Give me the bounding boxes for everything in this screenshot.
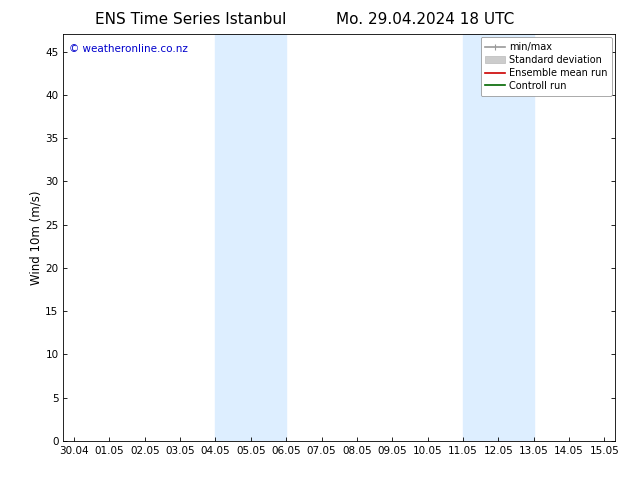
Y-axis label: Wind 10m (m/s): Wind 10m (m/s) (30, 191, 42, 285)
Bar (463, 34, 534, 441)
Text: ENS Time Series Istanbul: ENS Time Series Istanbul (94, 12, 286, 27)
Text: Mo. 29.04.2024 18 UTC: Mo. 29.04.2024 18 UTC (335, 12, 514, 27)
Text: © weatheronline.co.nz: © weatheronline.co.nz (69, 45, 188, 54)
Bar (216, 34, 286, 441)
Legend: min/max, Standard deviation, Ensemble mean run, Controll run: min/max, Standard deviation, Ensemble me… (481, 37, 612, 96)
